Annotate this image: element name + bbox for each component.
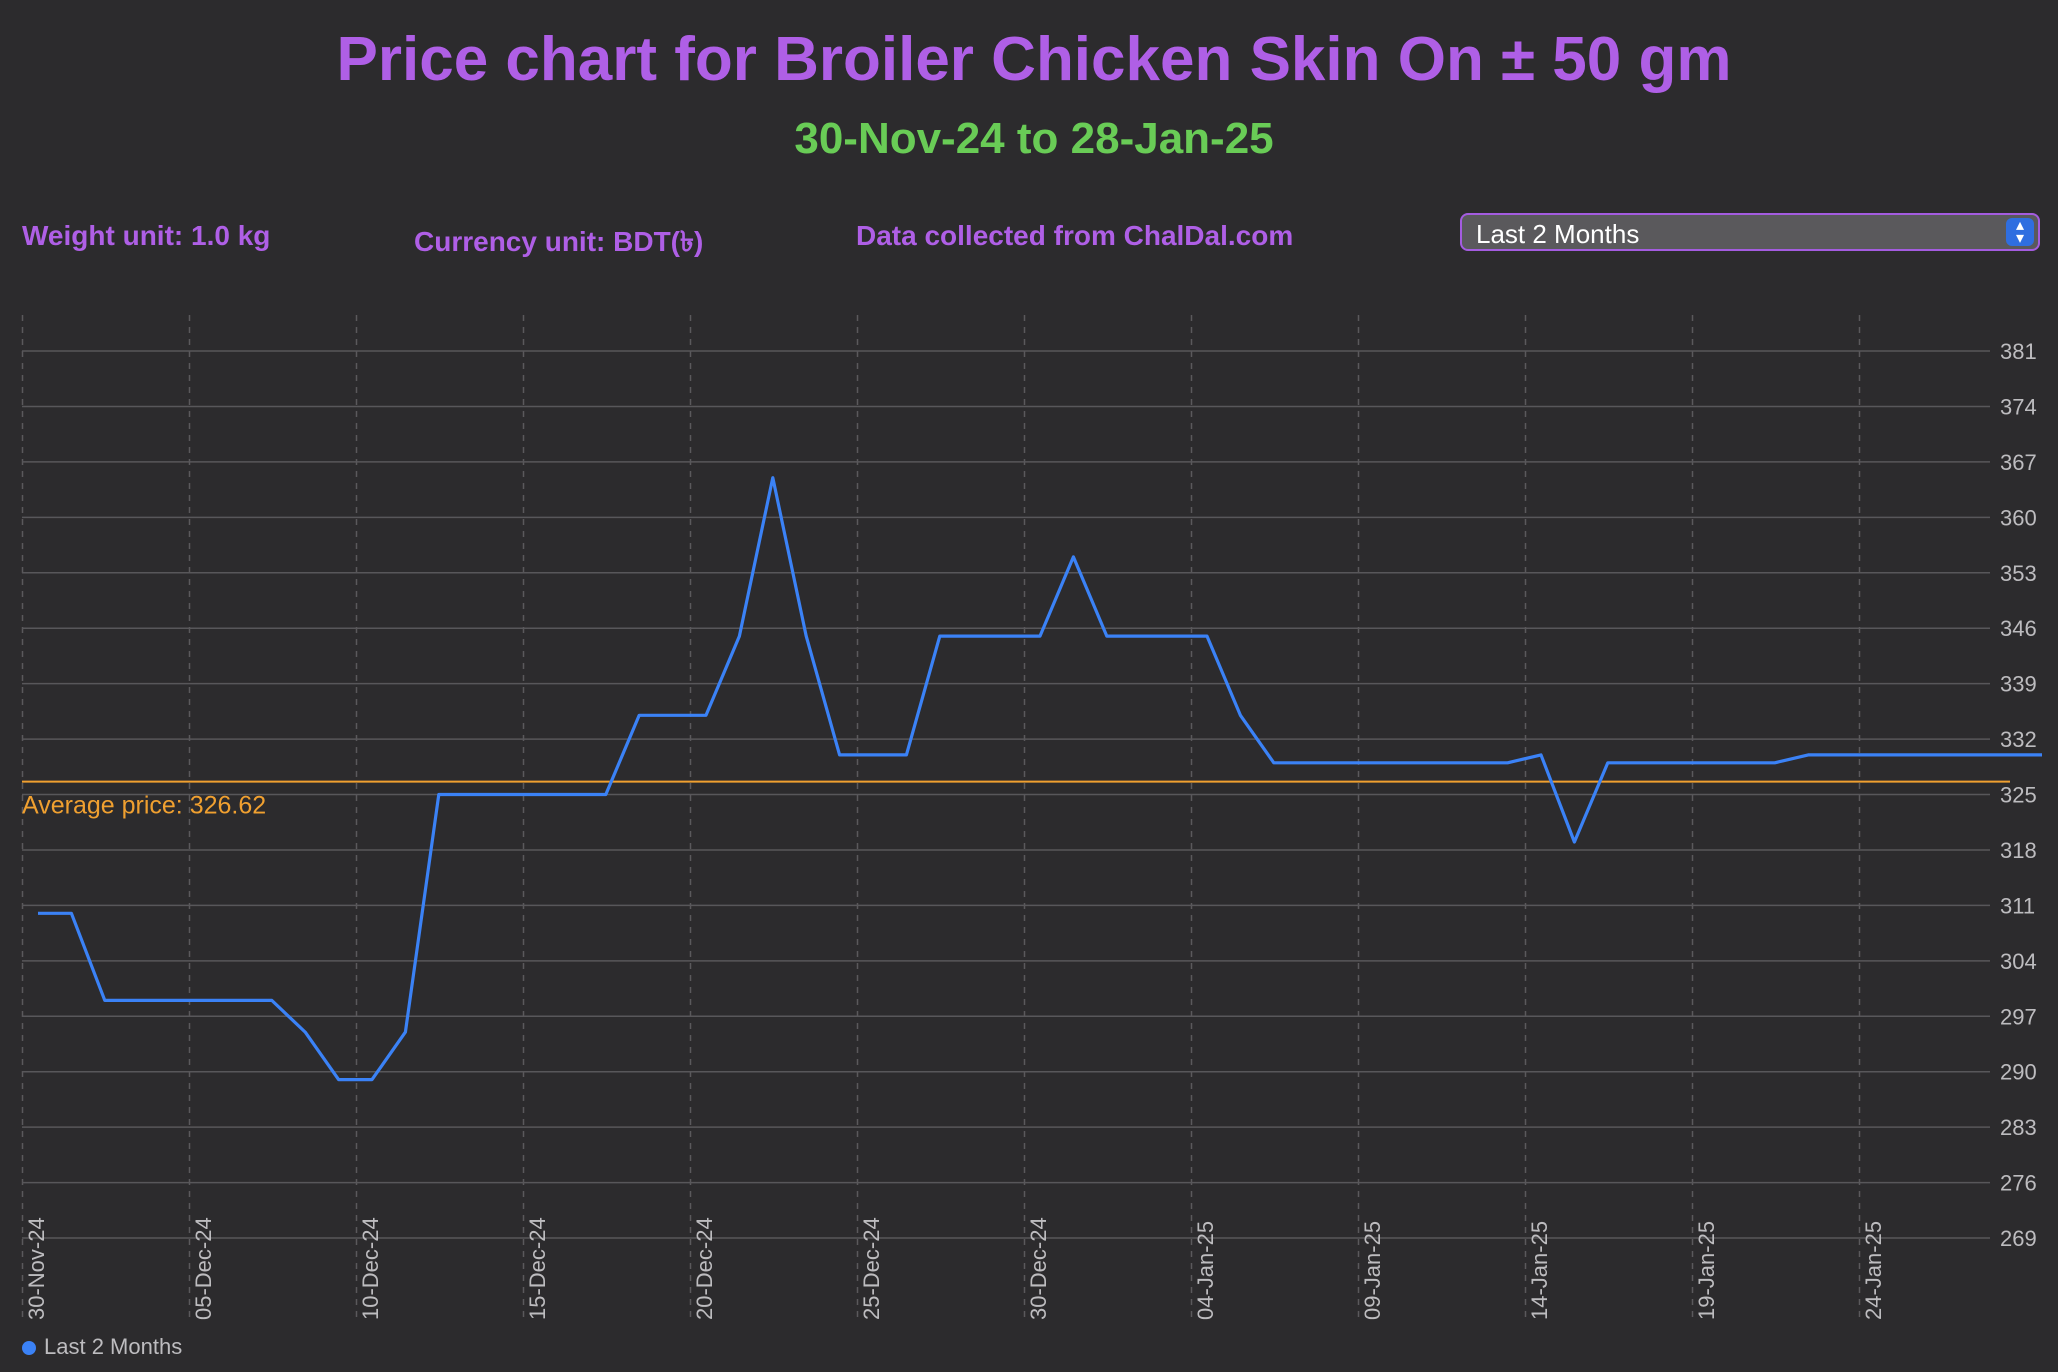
y-tick-label: 290 — [2000, 1060, 2037, 1085]
y-tick-label: 346 — [2000, 616, 2037, 641]
x-tick-label: 04-Jan-25 — [1193, 1221, 1218, 1320]
y-tick-label: 339 — [2000, 672, 2037, 697]
legend-label: Last 2 Months — [44, 1334, 183, 1359]
grid-lines — [21, 315, 1990, 1320]
y-tick-label: 269 — [2000, 1226, 2037, 1251]
y-axis-ticks: 269 276 283 290 297 304 311 318 325 332 339 346 353 3… — [2000, 339, 2037, 1251]
x-tick-label: 05-Dec-24 — [191, 1217, 216, 1320]
x-tick-label: 10-Dec-24 — [358, 1217, 383, 1320]
y-tick-label: 318 — [2000, 838, 2037, 863]
x-tick-label: 24-Jan-25 — [1861, 1221, 1886, 1320]
y-tick-label: 353 — [2000, 561, 2037, 586]
y-tick-label: 311 — [2000, 893, 2035, 918]
y-tick-label: 367 — [2000, 450, 2037, 475]
y-tick-label: 374 — [2000, 394, 2037, 419]
range-select-value: Last 2 Months — [1476, 219, 1640, 249]
y-tick-label: 325 — [2000, 783, 2037, 808]
y-tick-label: 304 — [2000, 949, 2037, 974]
price-line-chart: 269 276 283 290 297 304 311 318 325 332 339 346 353 3… — [21, 315, 2042, 1320]
y-tick-label: 381 — [2000, 339, 2037, 364]
currency-unit-label: Currency unit: BDT(৳) — [414, 226, 704, 257]
legend-dot-icon — [22, 1341, 36, 1356]
x-tick-label: 20-Dec-24 — [692, 1217, 717, 1320]
y-tick-label: 332 — [2000, 727, 2037, 752]
average-price-label: Average price: 326.62 — [22, 792, 266, 820]
x-tick-label: 19-Jan-25 — [1694, 1221, 1719, 1320]
data-source-label: Data collected from ChalDal.com — [856, 220, 1294, 251]
x-axis-ticks: 30-Nov-24 05-Dec-24 10-Dec-24 15-Dec-24 20-D… — [24, 1217, 1886, 1320]
series-line-last-2-months — [38, 476, 2042, 1082]
page-title: Price chart for Broiler Chicken Skin On … — [336, 25, 1732, 94]
y-tick-label: 276 — [2000, 1171, 2037, 1196]
x-tick-label: 14-Jan-25 — [1527, 1221, 1552, 1320]
x-tick-label: 15-Dec-24 — [525, 1217, 550, 1320]
x-tick-label: 25-Dec-24 — [859, 1217, 884, 1320]
y-tick-label: 360 — [2000, 505, 2037, 530]
weight-unit-label: Weight unit: 1.0 kg — [22, 220, 271, 251]
y-tick-label: 283 — [2000, 1115, 2037, 1140]
range-select[interactable]: Last 2 Months ▴ ▾ — [1460, 213, 2040, 251]
x-tick-label: 09-Jan-25 — [1360, 1221, 1385, 1320]
x-tick-label: 30-Dec-24 — [1026, 1217, 1051, 1320]
chart-legend: Last 2 Months — [22, 1334, 182, 1360]
y-tick-label: 297 — [2000, 1004, 2037, 1029]
x-tick-label: 30-Nov-24 — [24, 1217, 49, 1320]
select-chevron-icon: ▴ ▾ — [2006, 217, 2034, 246]
date-range-subtitle: 30-Nov-24 to 28-Jan-25 — [794, 114, 1274, 163]
